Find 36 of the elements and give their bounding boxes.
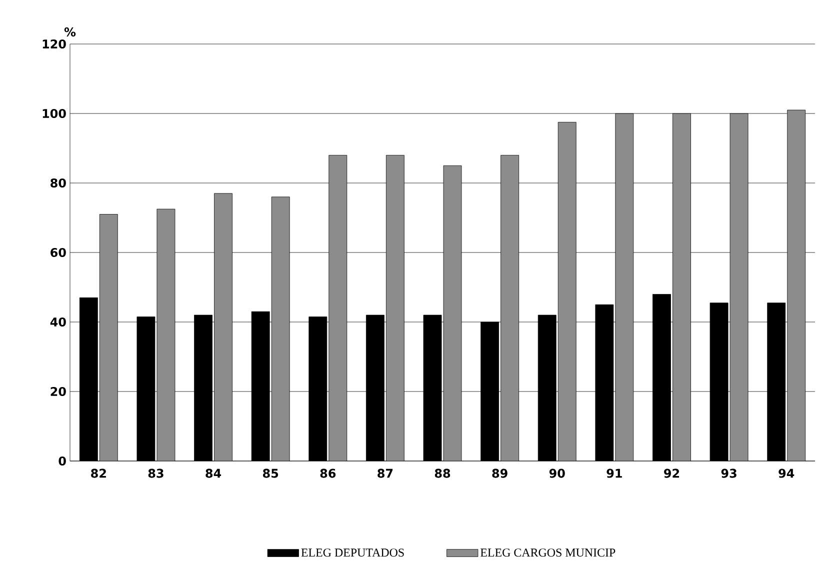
- legend-label: ELEG CARGOS MUNICIP: [480, 548, 616, 557]
- bar: [672, 113, 691, 461]
- bar: [787, 110, 806, 461]
- y-tick-label: 120: [42, 39, 66, 49]
- bar: [271, 196, 290, 461]
- bar: [214, 193, 232, 461]
- y-tick-label: 40: [50, 317, 66, 327]
- legend-label: ELEG DEPUTADOS: [301, 548, 404, 557]
- bar: [730, 113, 748, 461]
- x-tick-label: 88: [434, 468, 450, 478]
- y-tick-label: 60: [50, 248, 66, 258]
- x-tick-label: 86: [320, 468, 336, 478]
- bar: [156, 208, 176, 461]
- x-tick-label: 92: [664, 468, 680, 478]
- y-tick-label: 80: [50, 178, 66, 188]
- x-tick-label: 85: [262, 468, 278, 478]
- bar: [500, 154, 520, 461]
- bar: [558, 122, 576, 461]
- bar: [328, 154, 348, 461]
- y-tick-label: 20: [50, 386, 66, 396]
- bar: [615, 113, 634, 461]
- x-tick-label: 94: [778, 468, 794, 478]
- x-tick-label: 90: [549, 468, 565, 478]
- x-tick-label: 93: [721, 468, 736, 478]
- bar: [443, 165, 462, 461]
- x-tick-label: 84: [206, 468, 222, 478]
- y-tick-label: 0: [58, 456, 66, 466]
- y-axis-title: %: [64, 27, 76, 36]
- x-tick-label: 82: [91, 468, 106, 478]
- bar: [386, 154, 404, 461]
- y-tick-label: 100: [42, 108, 66, 118]
- x-tick-label: 89: [492, 468, 508, 478]
- x-tick-label: 91: [606, 468, 622, 478]
- x-tick-label: 87: [378, 468, 393, 478]
- bar: [99, 214, 118, 461]
- x-tick-label: 83: [148, 468, 164, 478]
